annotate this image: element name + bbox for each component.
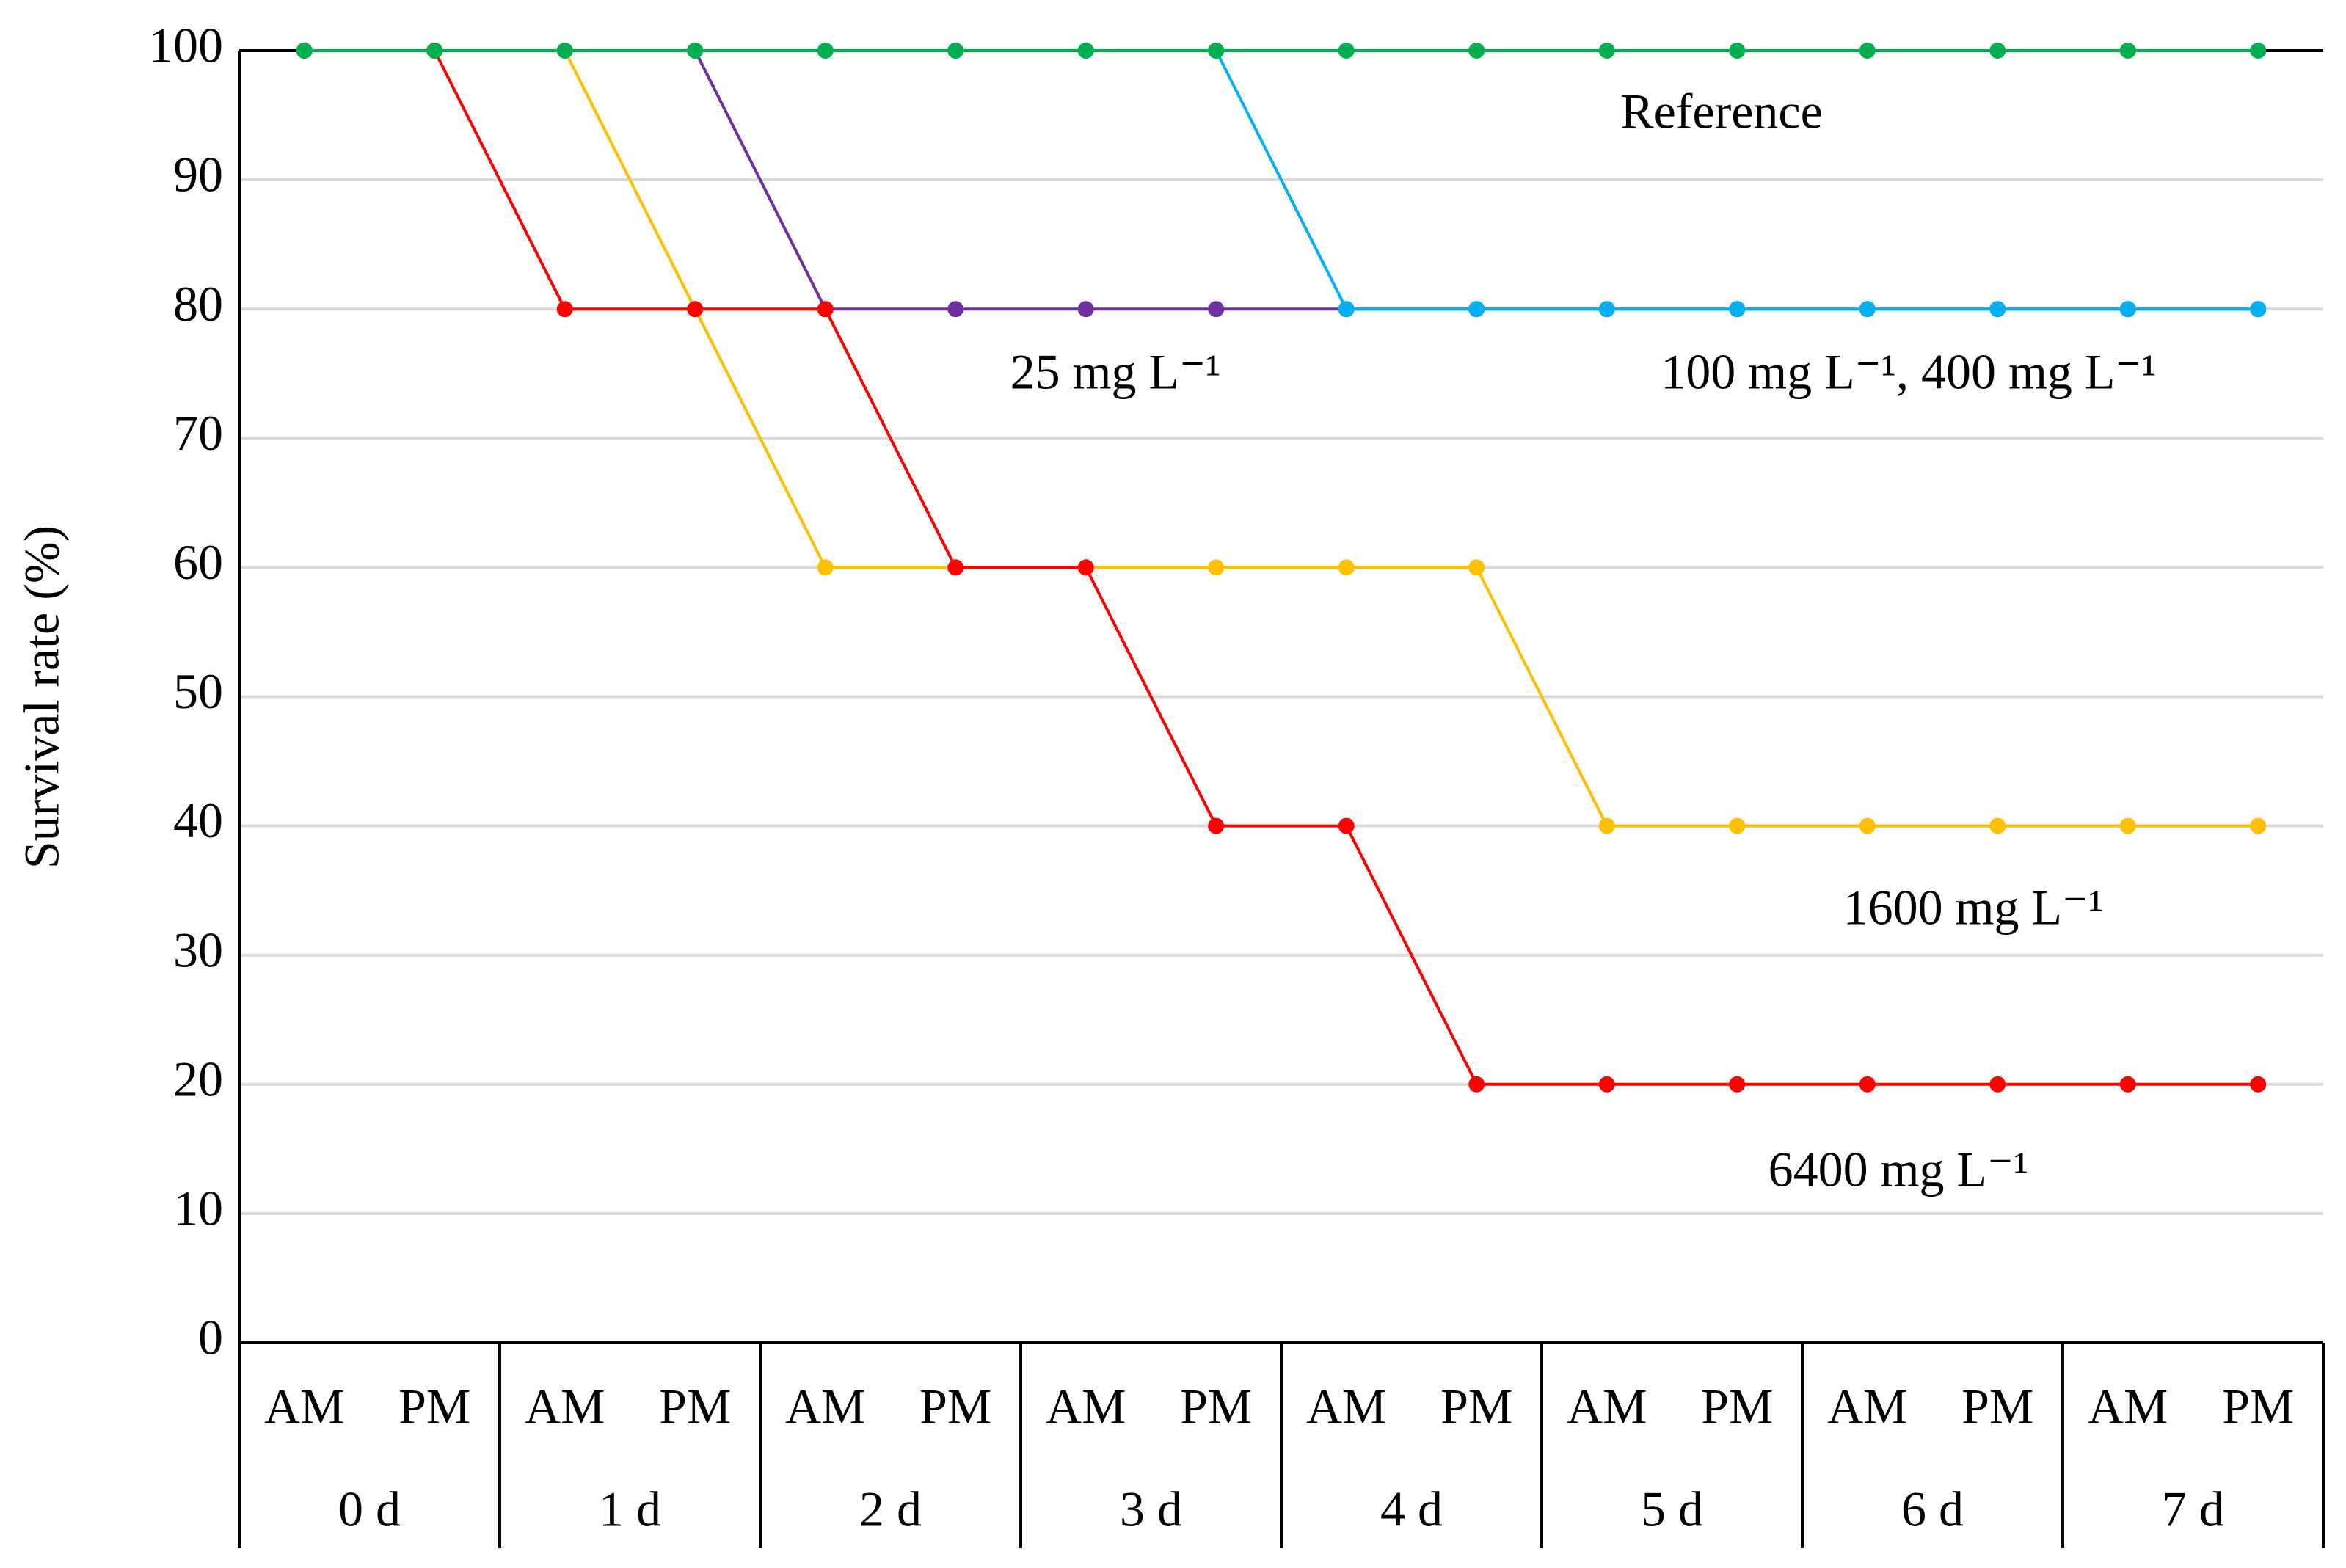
x-tick-label: AM xyxy=(1567,1379,1647,1434)
x-tick-label: PM xyxy=(1961,1379,2033,1434)
data-point xyxy=(1338,817,1355,834)
data-point xyxy=(556,301,573,318)
data-point xyxy=(1468,1076,1485,1093)
x-group-label: 1 d xyxy=(599,1481,661,1537)
y-tick-label: 100 xyxy=(148,18,223,73)
x-tick-label: AM xyxy=(2088,1379,2168,1434)
data-point xyxy=(2250,817,2267,834)
x-tick-label: PM xyxy=(659,1379,731,1434)
x-tick-label: PM xyxy=(2222,1379,2294,1434)
y-tick-label: 0 xyxy=(198,1310,223,1365)
x-tick-label: PM xyxy=(1440,1379,1512,1434)
y-tick-label: 70 xyxy=(173,405,223,461)
data-point xyxy=(426,43,443,59)
data-point xyxy=(1729,1076,1746,1093)
data-point xyxy=(1338,301,1355,318)
data-point xyxy=(1729,817,1746,834)
data-point xyxy=(1208,817,1225,834)
data-point xyxy=(1989,817,2006,834)
data-point xyxy=(2250,301,2267,318)
data-point xyxy=(556,43,573,59)
x-tick-label: AM xyxy=(785,1379,866,1434)
data-point xyxy=(2119,43,2136,59)
data-point xyxy=(296,43,313,59)
series-line xyxy=(304,49,2259,828)
data-point xyxy=(1338,43,1355,59)
data-point xyxy=(1077,559,1094,576)
data-point xyxy=(1598,817,1615,834)
x-tick-label: PM xyxy=(398,1379,470,1434)
series-label: 6400 mg L⁻¹ xyxy=(1768,1142,2029,1197)
series-label: 100 mg L⁻¹, 400 mg L⁻¹ xyxy=(1661,344,2156,400)
data-point xyxy=(2119,301,2136,318)
data-point xyxy=(1859,301,1876,318)
data-point xyxy=(1468,301,1485,318)
data-point xyxy=(1859,43,1876,59)
data-point xyxy=(2119,1076,2136,1093)
x-tick-label: AM xyxy=(525,1379,605,1434)
data-point xyxy=(1729,43,1746,59)
data-point xyxy=(2119,817,2136,834)
x-group-label: 0 d xyxy=(338,1481,401,1537)
data-point xyxy=(1729,301,1746,318)
x-tick-label: AM xyxy=(1827,1379,1908,1434)
data-point xyxy=(1598,1076,1615,1093)
data-point xyxy=(817,301,834,318)
x-tick-label: PM xyxy=(1701,1379,1773,1434)
data-point xyxy=(687,301,704,318)
data-point xyxy=(1077,301,1094,318)
x-tick-label: PM xyxy=(919,1379,991,1434)
y-tick-label: 20 xyxy=(173,1051,223,1106)
x-group-label: 2 d xyxy=(859,1481,922,1537)
x-tick-label: AM xyxy=(264,1379,345,1434)
data-point xyxy=(947,301,964,318)
x-group-label: 3 d xyxy=(1120,1481,1182,1537)
x-group-label: 7 d xyxy=(2162,1481,2224,1537)
data-point xyxy=(1989,43,2006,59)
x-group-label: 5 d xyxy=(1641,1481,1703,1537)
data-point xyxy=(1859,1076,1876,1093)
data-point xyxy=(1208,43,1225,59)
data-point xyxy=(2250,43,2267,59)
series-line xyxy=(304,49,2259,1086)
data-point xyxy=(817,559,834,576)
x-tick-label: PM xyxy=(1180,1379,1252,1434)
data-point xyxy=(1208,559,1225,576)
x-group-label: 6 d xyxy=(1901,1481,1964,1537)
y-tick-label: 40 xyxy=(173,792,223,848)
data-point xyxy=(1989,301,2006,318)
data-point xyxy=(1598,43,1615,59)
data-point xyxy=(2250,1076,2267,1093)
series-label: 25 mg L⁻¹ xyxy=(1010,344,1221,400)
data-point xyxy=(1598,301,1615,318)
x-tick-label: AM xyxy=(1306,1379,1387,1434)
data-point xyxy=(947,43,964,59)
y-tick-label: 60 xyxy=(173,534,223,590)
y-tick-label: 80 xyxy=(173,276,223,332)
data-point xyxy=(1468,559,1485,576)
data-point xyxy=(687,43,704,59)
data-point xyxy=(1208,301,1225,318)
data-point xyxy=(1077,43,1094,59)
data-point xyxy=(1338,559,1355,576)
data-point xyxy=(1989,1076,2006,1093)
series-label: 1600 mg L⁻¹ xyxy=(1843,880,2104,936)
series-label: Reference xyxy=(1620,84,1823,139)
data-point xyxy=(1859,817,1876,834)
y-axis-label: Survival rate (%) xyxy=(14,525,70,869)
y-tick-label: 30 xyxy=(173,922,223,977)
data-point xyxy=(817,43,834,59)
data-point xyxy=(1468,43,1485,59)
y-tick-label: 10 xyxy=(173,1181,223,1236)
data-point xyxy=(947,559,964,576)
y-tick-label: 50 xyxy=(173,663,223,719)
x-group-label: 4 d xyxy=(1380,1481,1443,1537)
y-tick-label: 90 xyxy=(173,147,223,203)
x-tick-label: AM xyxy=(1046,1379,1126,1434)
